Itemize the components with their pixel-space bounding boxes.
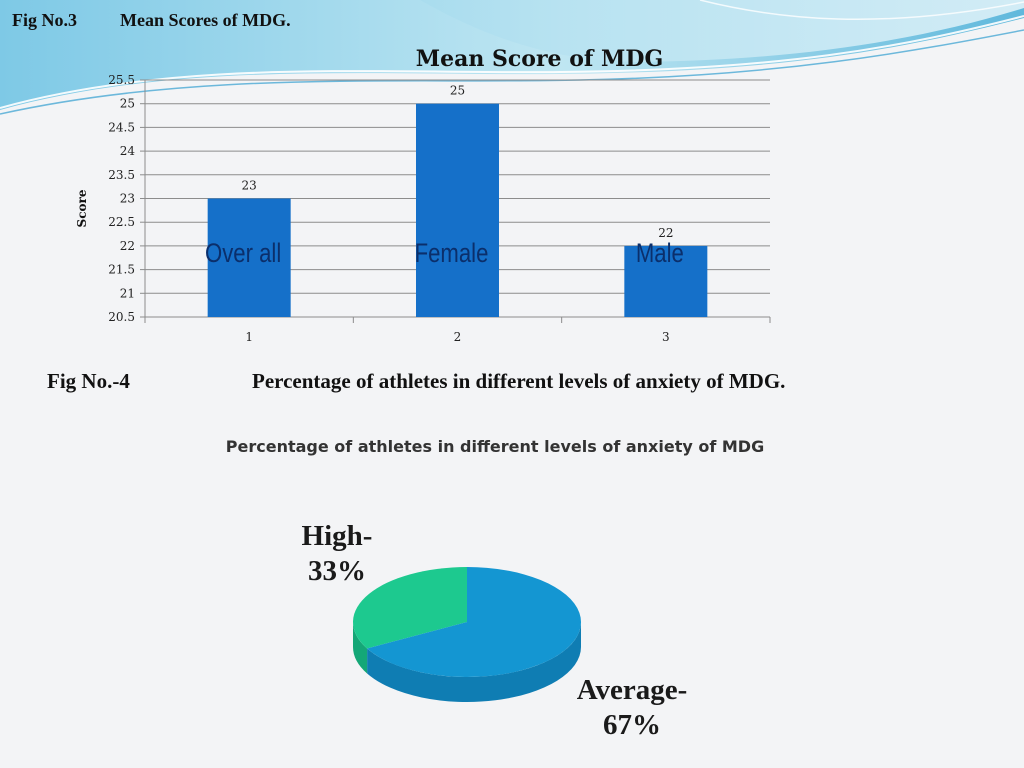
pie-label-average: Average- 67% <box>562 673 702 743</box>
y-tick-label: 23 <box>120 192 135 206</box>
pie-label-high-name: High- <box>301 520 373 552</box>
y-tick-label: 20.5 <box>108 310 135 324</box>
fig4-caption: Percentage of athletes in different leve… <box>252 369 786 393</box>
pie-label-high-value: 33% <box>308 555 366 587</box>
bar <box>207 198 291 317</box>
pie-chart-title: Percentage of athletes in different leve… <box>225 437 765 456</box>
header-wave-decoration <box>0 0 1024 115</box>
fig4-number: Fig No.-4 <box>47 369 130 393</box>
pie-label-average-name: Average- <box>576 674 688 706</box>
bar <box>624 245 708 317</box>
bar-data-label: 23 <box>242 179 257 193</box>
y-tick-label: 24.5 <box>108 120 135 134</box>
bar-chart-title: Mean Score of MDG <box>416 46 663 72</box>
pie-slice-average <box>367 567 582 677</box>
y-tick-label: 21 <box>120 286 135 300</box>
y-tick-label: 21.5 <box>108 263 135 277</box>
pie-side-average <box>367 622 581 703</box>
bar-annotation: Over all <box>205 239 281 269</box>
bar-annotation: Female <box>415 239 489 269</box>
pie-side-high <box>353 622 368 674</box>
fig3-caption: Mean Scores of MDG. <box>120 10 291 30</box>
fig3-number: Fig No.3 <box>12 10 77 30</box>
y-tick-label: 24 <box>120 144 136 158</box>
pie-label-high: High- 33% <box>282 519 392 589</box>
y-tick-label: 22.5 <box>108 215 135 229</box>
bar-annotation: Male <box>636 239 684 269</box>
bar-data-label: 25 <box>450 84 465 98</box>
y-tick-label: 22 <box>120 239 135 253</box>
bar-data-label: 22 <box>658 226 673 240</box>
pie-label-average-value: 67% <box>603 709 661 741</box>
x-tick-label: 1 <box>245 330 253 344</box>
y-axis-label: Score <box>75 189 89 227</box>
x-tick-label: 3 <box>662 330 670 344</box>
x-tick-label: 2 <box>454 330 462 344</box>
y-tick-label: 25.5 <box>108 73 135 87</box>
bar-chart: Mean Score of MDG20.52121.52222.52323.52… <box>75 46 771 344</box>
bar <box>416 103 499 317</box>
y-tick-label: 23.5 <box>108 168 135 182</box>
y-tick-label: 25 <box>120 97 135 111</box>
